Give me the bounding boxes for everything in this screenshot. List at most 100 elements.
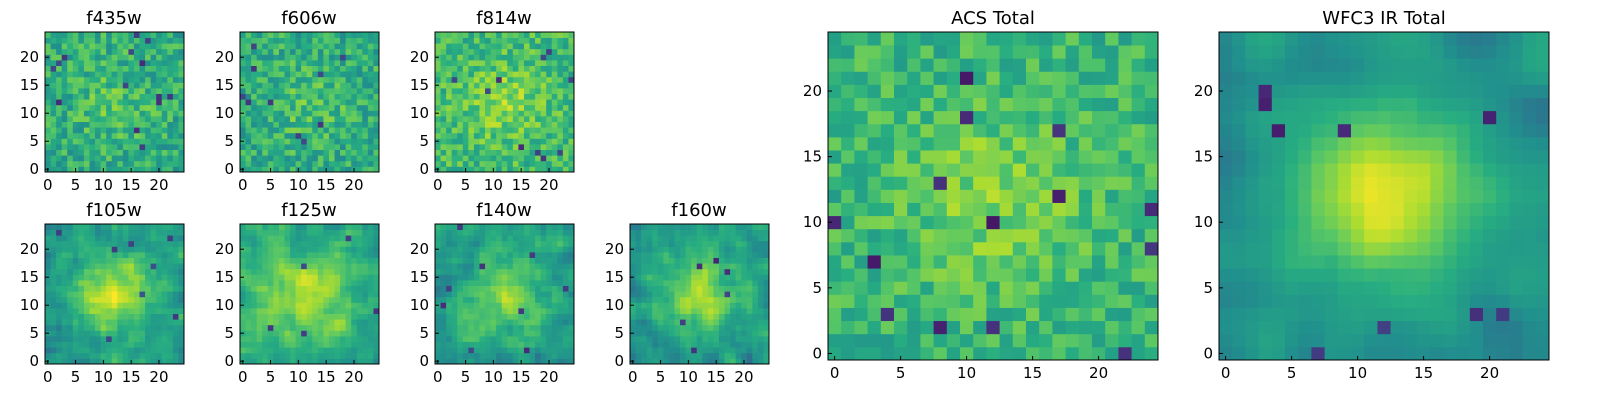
heatmap-cell bbox=[323, 110, 330, 117]
heatmap-cell bbox=[100, 121, 107, 128]
heatmap-cell bbox=[56, 274, 63, 281]
heatmap-cell bbox=[267, 229, 274, 236]
heatmap-cell bbox=[295, 229, 302, 236]
heatmap-cell bbox=[535, 263, 542, 270]
heatmap-cell bbox=[245, 144, 252, 150]
heatmap-cell bbox=[295, 341, 302, 348]
heatmap-cell bbox=[512, 127, 519, 134]
heatmap-cell bbox=[702, 285, 709, 292]
heatmap-cell bbox=[267, 347, 274, 354]
heatmap-cell bbox=[568, 32, 575, 38]
heatmap-cell bbox=[133, 285, 140, 292]
heatmap-cell bbox=[56, 268, 63, 275]
heatmap-cell bbox=[763, 285, 770, 292]
heatmap-cell bbox=[256, 110, 263, 117]
heatmap-cell bbox=[301, 166, 308, 173]
heatmap-cell bbox=[986, 241, 1000, 256]
heatmap-cell bbox=[356, 263, 363, 270]
heatmap-cell bbox=[557, 246, 564, 253]
heatmap-cell bbox=[551, 229, 558, 236]
heatmap-cell bbox=[290, 82, 296, 89]
heatmap-cell bbox=[468, 263, 475, 270]
heatmap-cell bbox=[1105, 228, 1119, 243]
heatmap-cell bbox=[696, 252, 703, 258]
heatmap-cell bbox=[535, 280, 542, 286]
heatmap-cell bbox=[713, 240, 720, 247]
heatmap-cell bbox=[317, 274, 324, 281]
heatmap-cell bbox=[95, 291, 101, 298]
heatmap-cell bbox=[462, 336, 469, 342]
heatmap-cell bbox=[340, 235, 347, 242]
heatmap-cell bbox=[245, 296, 252, 303]
heatmap-cell bbox=[95, 313, 101, 320]
heatmap-cell bbox=[106, 32, 113, 38]
heatmap-cell bbox=[867, 150, 882, 164]
heatmap-cell bbox=[763, 302, 770, 309]
heatmap-cell bbox=[89, 280, 96, 286]
heatmap-cell bbox=[973, 215, 987, 230]
heatmap-cell bbox=[1052, 150, 1066, 164]
heatmap-cell bbox=[973, 281, 987, 295]
heatmap-cell bbox=[523, 313, 530, 320]
heatmap-cell bbox=[373, 166, 380, 173]
heatmap-cell bbox=[1039, 346, 1053, 361]
heatmap-cell bbox=[172, 60, 179, 66]
heatmap-cell bbox=[284, 263, 291, 270]
heatmap-cell bbox=[240, 60, 246, 66]
heatmap-cell bbox=[262, 99, 269, 106]
heatmap-cell bbox=[284, 60, 291, 66]
heatmap-cell bbox=[72, 319, 79, 326]
heatmap-cell bbox=[535, 330, 542, 337]
heatmap-cell bbox=[551, 144, 558, 150]
heatmap-cell bbox=[301, 291, 308, 298]
heatmap-cell bbox=[345, 60, 352, 66]
heatmap-cell bbox=[240, 132, 246, 139]
heatmap-cell bbox=[828, 110, 842, 125]
heatmap-cell bbox=[178, 104, 185, 111]
heatmap-cell bbox=[546, 71, 553, 78]
heatmap-cell bbox=[262, 48, 269, 55]
heatmap-cell bbox=[295, 352, 302, 359]
heatmap-cell bbox=[301, 308, 308, 314]
heatmap-cell bbox=[139, 82, 146, 89]
heatmap-cell bbox=[457, 324, 464, 331]
heatmap-cell bbox=[150, 110, 157, 117]
heatmap-cell bbox=[674, 308, 681, 314]
heatmap-cell bbox=[356, 82, 363, 89]
heatmap-cell bbox=[529, 82, 536, 89]
heatmap-cell bbox=[328, 60, 335, 66]
heatmap-cell bbox=[290, 144, 296, 150]
heatmap-cell bbox=[1026, 202, 1040, 217]
heatmap-cell bbox=[284, 313, 291, 320]
heatmap-cell bbox=[501, 308, 508, 314]
heatmap-cell bbox=[496, 60, 503, 66]
heatmap-cell bbox=[284, 138, 291, 145]
heatmap-cell bbox=[83, 330, 90, 337]
heatmap-cell bbox=[267, 116, 274, 122]
heatmap-cell bbox=[696, 358, 703, 365]
plot-frame bbox=[239, 223, 380, 365]
heatmap-cell bbox=[562, 65, 569, 72]
heatmap-cell bbox=[373, 358, 380, 365]
heatmap-cell bbox=[323, 229, 330, 236]
heatmap-cell bbox=[518, 155, 525, 162]
heatmap-cell bbox=[128, 104, 135, 111]
heatmap-cell bbox=[446, 313, 453, 320]
heatmap-cell bbox=[273, 257, 280, 264]
heatmap-cell bbox=[479, 82, 486, 89]
heatmap-cell bbox=[435, 224, 441, 230]
heatmap-cell bbox=[485, 324, 491, 331]
heatmap-cell bbox=[512, 324, 519, 331]
heatmap-cell bbox=[546, 110, 553, 117]
heatmap-cell bbox=[323, 235, 330, 242]
heatmap-cell bbox=[479, 116, 486, 122]
heatmap-cell bbox=[334, 71, 341, 78]
heatmap-cell bbox=[128, 224, 135, 230]
heatmap-cell bbox=[646, 274, 653, 281]
heatmap-cell bbox=[334, 319, 341, 326]
heatmap-cell bbox=[501, 341, 508, 348]
heatmap-cell bbox=[1105, 255, 1119, 269]
heatmap-cell bbox=[457, 60, 464, 66]
heatmap-cell bbox=[854, 215, 868, 230]
heatmap-cell bbox=[240, 229, 246, 236]
